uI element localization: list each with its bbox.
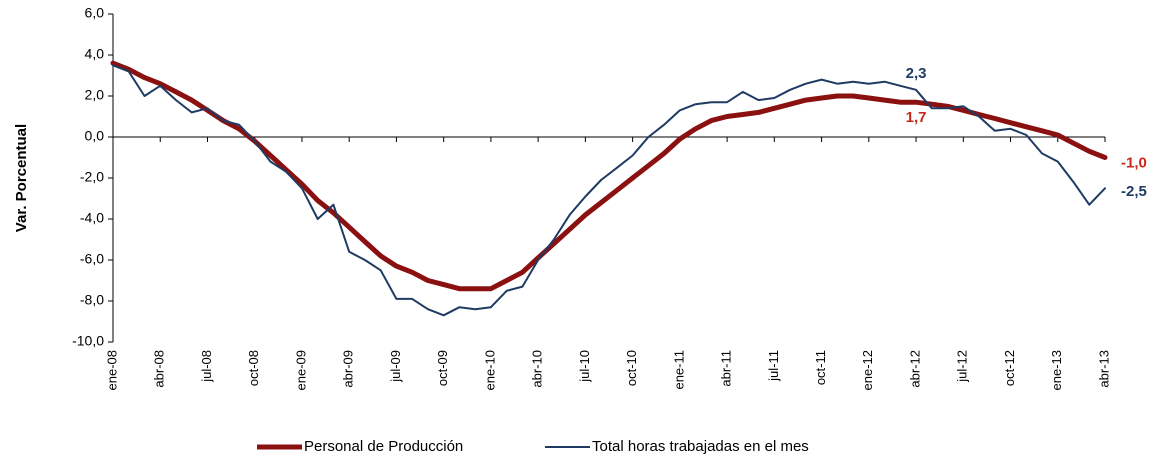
y-tick-label: -2,0 bbox=[80, 169, 104, 185]
x-tick-label: oct-11 bbox=[813, 350, 828, 385]
series-line bbox=[112, 64, 1106, 317]
legend-label: Personal de Producción bbox=[304, 438, 463, 455]
y-axis-title: Var. Porcentual bbox=[13, 124, 30, 232]
x-tick-label: jul-12 bbox=[955, 350, 970, 383]
value-label: 1,7 bbox=[906, 109, 927, 126]
x-tick-label: ene-10 bbox=[482, 350, 497, 390]
x-tick-label: ene-09 bbox=[293, 350, 308, 390]
x-tick-label: oct-12 bbox=[1002, 350, 1017, 386]
legend-label: Total horas trabajadas en el mes bbox=[592, 438, 809, 455]
y-tick-label: -8,0 bbox=[80, 292, 104, 308]
x-tick-label: jul-10 bbox=[577, 350, 592, 383]
x-tick-label: jul-08 bbox=[199, 350, 214, 383]
value-label: -1,0 bbox=[1121, 154, 1147, 171]
x-tick-label: ene-08 bbox=[104, 350, 119, 390]
x-tick-label: abr-11 bbox=[719, 350, 734, 387]
series-line bbox=[110, 60, 1108, 292]
x-tick-label: abr-10 bbox=[530, 350, 545, 388]
x-tick-label: jul-09 bbox=[388, 350, 403, 383]
y-tick-label: -10,0 bbox=[72, 333, 104, 349]
x-tick-label: oct-08 bbox=[246, 350, 261, 386]
value-label: -2,5 bbox=[1121, 183, 1147, 200]
y-tick-label: 2,0 bbox=[85, 87, 105, 103]
x-tick-label: oct-09 bbox=[435, 350, 450, 386]
y-tick-label: 4,0 bbox=[85, 46, 105, 62]
x-tick-label: jul-11 bbox=[766, 350, 781, 382]
y-tick-label: -4,0 bbox=[80, 210, 104, 226]
value-label: 2,3 bbox=[906, 65, 927, 82]
x-tick-label: ene-12 bbox=[860, 350, 875, 390]
y-tick-label: -6,0 bbox=[80, 251, 104, 267]
x-tick-label: abr-12 bbox=[907, 350, 922, 388]
x-tick-label: ene-11 bbox=[671, 350, 686, 390]
y-tick-label: 0,0 bbox=[85, 128, 105, 144]
x-tick-label: abr-13 bbox=[1096, 350, 1111, 388]
x-tick-label: abr-08 bbox=[152, 350, 167, 388]
x-tick-label: oct-10 bbox=[624, 350, 639, 386]
y-tick-label: 6,0 bbox=[85, 5, 105, 21]
x-tick-label: abr-09 bbox=[341, 350, 356, 388]
x-tick-label: ene-13 bbox=[1049, 350, 1064, 390]
